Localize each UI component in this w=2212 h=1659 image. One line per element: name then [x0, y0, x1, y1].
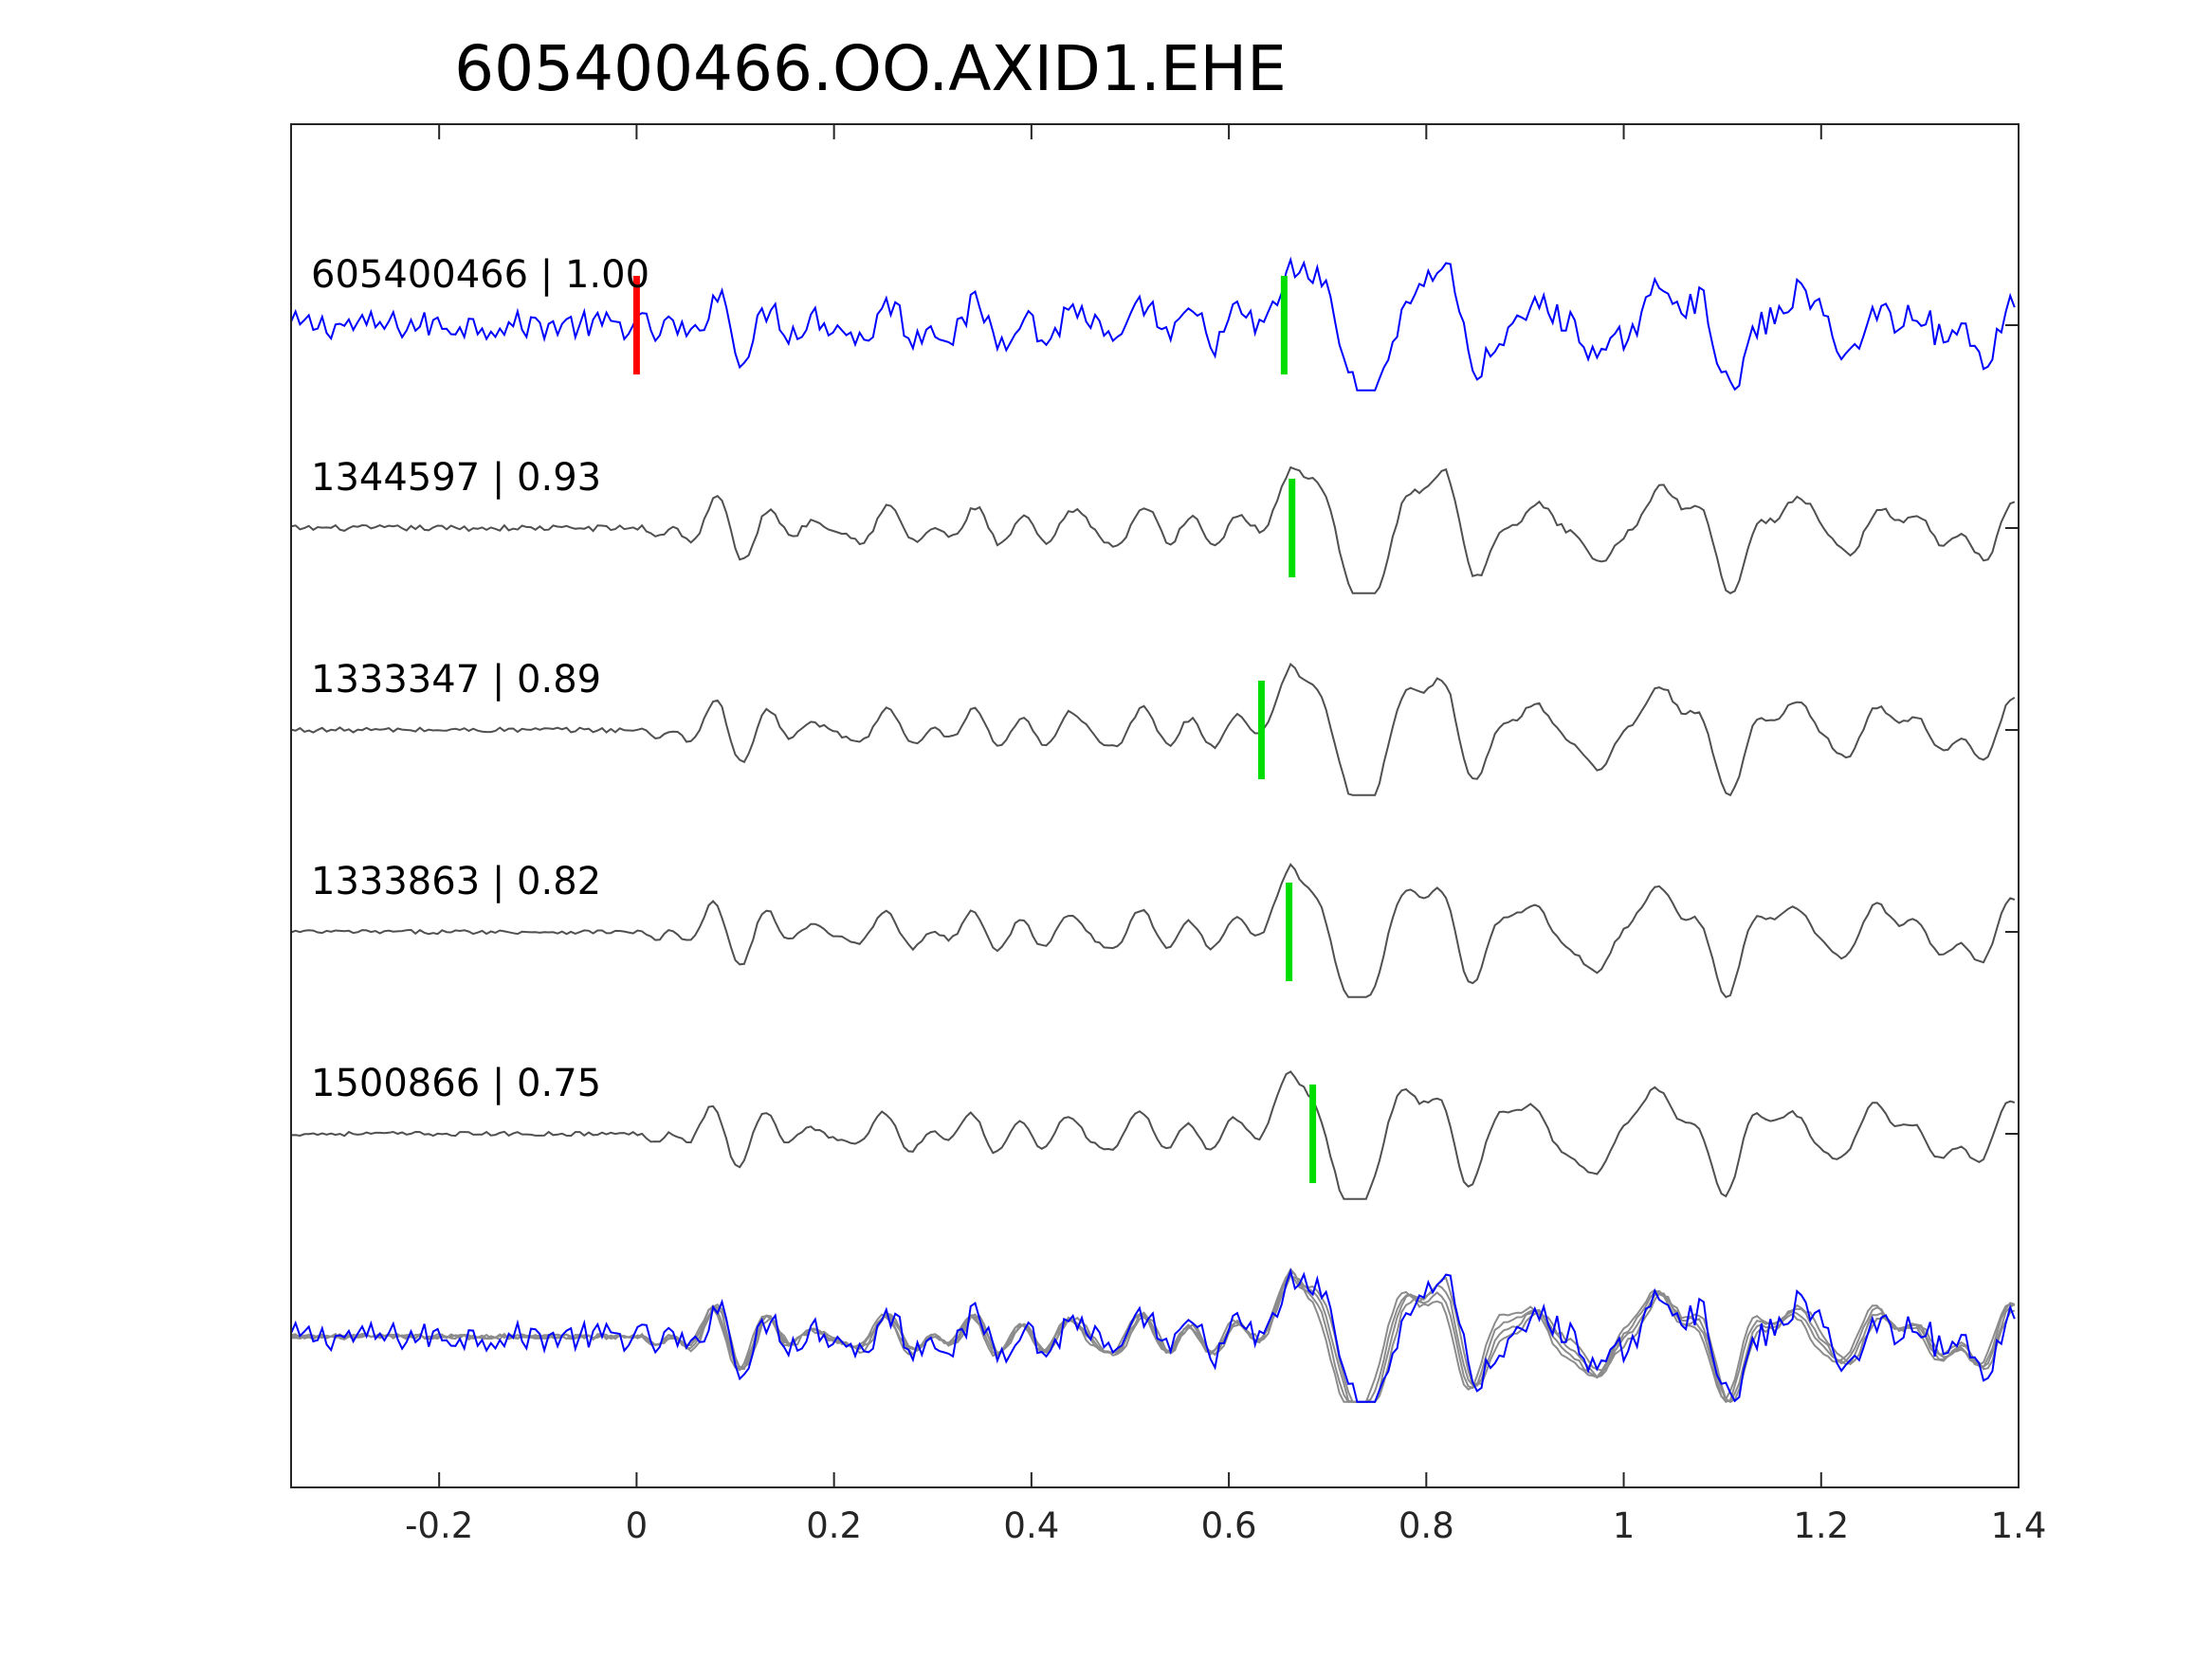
overlay-line-1344597	[290, 1274, 2016, 1403]
trace-labels: 605400466 | 1.00 1344597 | 0.93 1333347 | …	[311, 253, 649, 1105]
plot-area: 605400466 | 1.00 1344597 | 0.93 1333347 | …	[290, 123, 2046, 1546]
trace-label-1500866: 1500866 | 0.75	[311, 1062, 601, 1105]
x-tick-label: 0.4	[1003, 1505, 1059, 1546]
x-tick-label: -0.2	[405, 1505, 473, 1546]
overlay-line-605400466	[290, 1267, 2016, 1403]
overlay-traces	[290, 1267, 2016, 1404]
x-tick-label: 1.4	[1991, 1505, 2047, 1546]
x-tick-label: 1	[1613, 1505, 1636, 1546]
picks-layer	[632, 276, 1317, 1183]
axes-box	[290, 123, 2020, 1488]
trace-line-1333347	[290, 662, 2016, 797]
trace-label-1333863: 1333863 | 0.82	[311, 860, 601, 903]
trace-label-1344597: 1344597 | 0.93	[311, 456, 601, 500]
x-axis: -0.2 0 0.2 0.4 0.6 0.8 1 1.2 1.4	[405, 124, 2046, 1546]
chart-title: 605400466.OO.AXID1.EHE	[454, 32, 1287, 105]
trace-label-1333347: 1333347 | 0.89	[311, 658, 601, 702]
trace-line-1333863	[290, 863, 2016, 999]
x-tick-label: 0	[626, 1505, 649, 1546]
traces-layer	[290, 256, 2016, 1200]
x-tick-label: 0.6	[1201, 1505, 1257, 1546]
trace-line-1344597	[290, 465, 2016, 594]
x-tick-label: 0.8	[1398, 1505, 1454, 1546]
x-tick-label: 0.2	[806, 1505, 862, 1546]
x-tick-label: 1.2	[1793, 1505, 1849, 1546]
trace-label-605400466: 605400466 | 1.00	[311, 253, 649, 297]
trace-line-1500866	[290, 1070, 2016, 1200]
trace-line-605400466	[290, 256, 2016, 392]
